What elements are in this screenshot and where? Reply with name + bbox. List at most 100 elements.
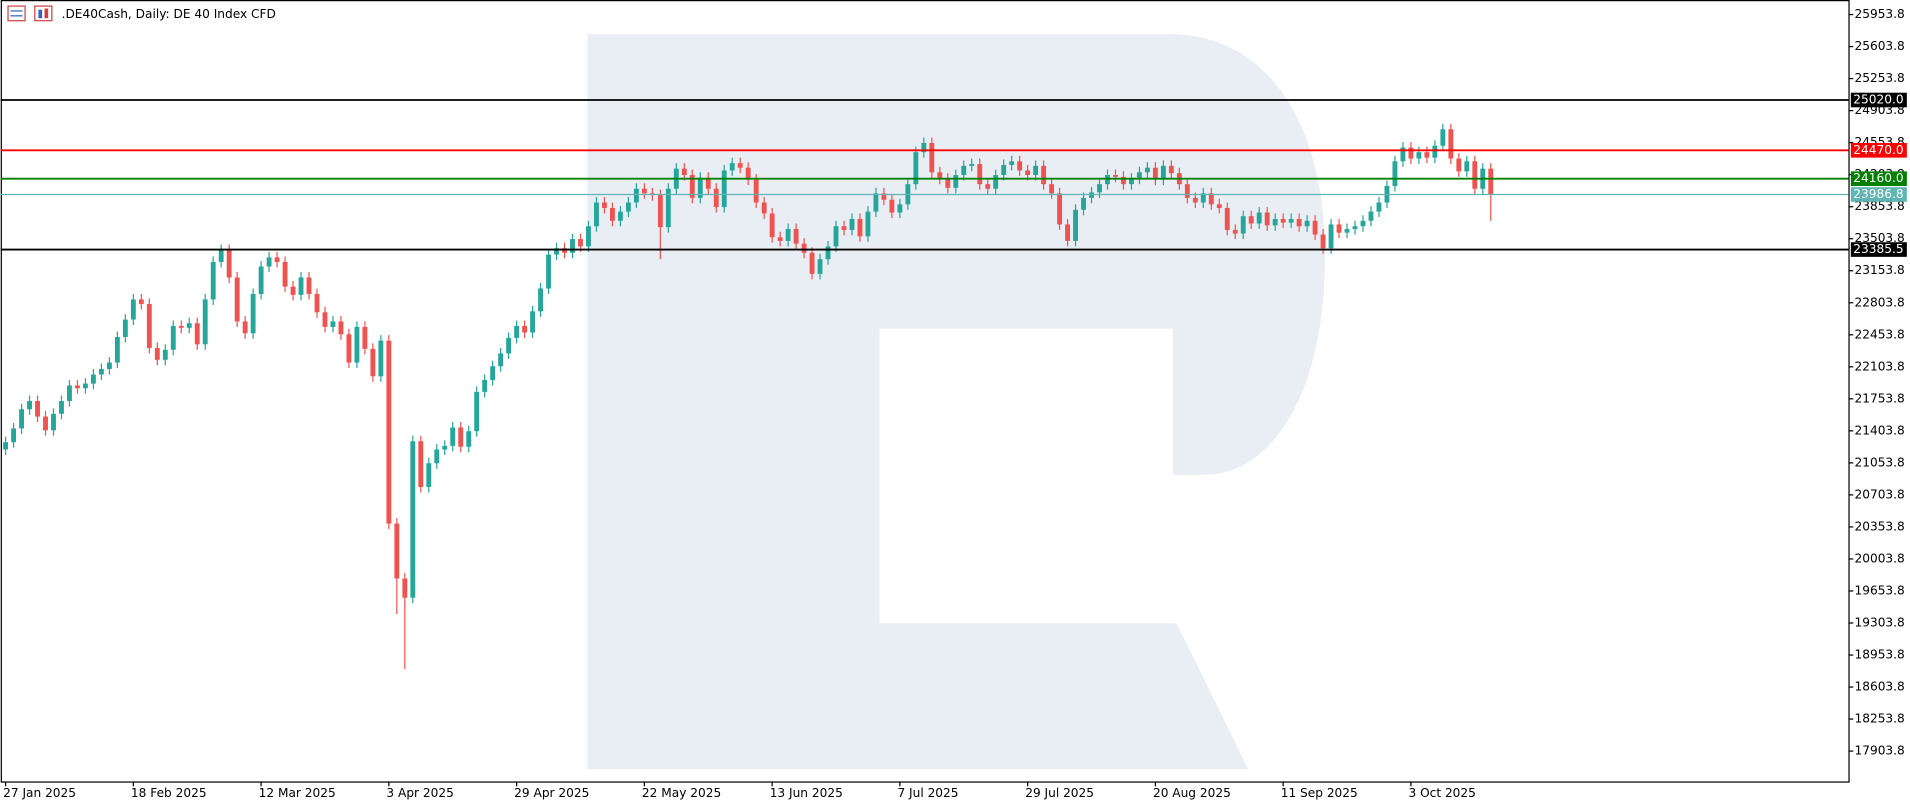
- candle-body: [681, 168, 687, 176]
- candle-body: [250, 293, 256, 334]
- candle-body: [1488, 168, 1494, 195]
- chart-title: .DE40Cash, Daily: DE 40 Index CFD: [62, 7, 276, 21]
- candle-body: [1264, 212, 1270, 226]
- candle-body: [1224, 207, 1230, 230]
- candle-body: [809, 252, 815, 274]
- candle-body: [1440, 129, 1446, 146]
- candle-body: [1248, 216, 1254, 224]
- candle-body: [35, 401, 40, 417]
- candle-body: [1089, 192, 1094, 198]
- candle-body: [322, 312, 328, 327]
- candle-body: [314, 293, 320, 313]
- candle-body: [1216, 204, 1222, 208]
- y-tick-label: 25953.8: [1855, 7, 1905, 21]
- candle-body: [1272, 218, 1278, 226]
- candle-body: [330, 321, 336, 327]
- candle-body: [394, 523, 400, 579]
- candle-body: [857, 218, 863, 237]
- y-tick-label: 21753.8: [1855, 391, 1905, 405]
- candle-body: [226, 250, 232, 278]
- candle-body: [937, 172, 943, 179]
- candle-body: [1392, 161, 1398, 187]
- y-tick-label: 22803.8: [1855, 295, 1905, 309]
- candle-body: [697, 177, 703, 198]
- candle-body: [1352, 226, 1358, 230]
- level-label: 23385.5: [1853, 242, 1903, 256]
- candle-body: [186, 323, 192, 328]
- x-tick-label: 13 Jun 2025: [770, 786, 843, 800]
- candle-body: [873, 193, 879, 212]
- candle-body: [1312, 220, 1318, 235]
- candle-body: [122, 319, 128, 337]
- candle-body: [1041, 165, 1047, 185]
- y-tick-label: 21053.8: [1855, 455, 1905, 469]
- candle-body: [665, 188, 671, 228]
- candle-body: [641, 188, 647, 194]
- candle-body: [1432, 145, 1438, 158]
- candle-body: [434, 449, 440, 464]
- level-label: 25020.0: [1853, 93, 1903, 107]
- candle-body: [633, 188, 639, 203]
- candle-body: [737, 163, 743, 168]
- candle-body: [1081, 197, 1086, 210]
- candle-body: [1304, 220, 1310, 227]
- level-label-box: [1850, 92, 1907, 108]
- level-label: 23986.8: [1853, 187, 1903, 201]
- candle-body: [1376, 202, 1382, 212]
- y-tick-label: 17903.8: [1855, 744, 1905, 758]
- candle-body: [578, 239, 583, 247]
- candle-body: [418, 441, 424, 488]
- candle-body: [338, 321, 344, 335]
- candle-body: [913, 152, 919, 185]
- level-label: 24160.0: [1853, 171, 1903, 185]
- candle-body: [1065, 224, 1071, 241]
- watermark-logo: [879, 623, 1249, 770]
- candle-body: [1256, 212, 1262, 224]
- candle-body: [657, 195, 663, 228]
- x-tick-label: 12 Mar 2025: [259, 786, 336, 800]
- candle-body: [474, 391, 480, 432]
- candle-body: [386, 340, 392, 524]
- candle-body: [3, 442, 9, 450]
- candle-body: [849, 218, 855, 230]
- candle-body: [881, 193, 887, 200]
- plot-frame: [0, 0, 1850, 783]
- candle-body: [210, 261, 216, 300]
- x-tick-label: 20 Aug 2025: [1153, 786, 1231, 800]
- candle-body: [777, 237, 783, 241]
- candle-body: [1017, 161, 1023, 171]
- candle-body: [1136, 172, 1142, 179]
- candle-body: [19, 409, 24, 429]
- x-tick-label: 29 Jul 2025: [1025, 786, 1094, 800]
- candle-body: [1328, 224, 1334, 249]
- candle-body: [554, 248, 559, 255]
- candle-body: [522, 325, 528, 333]
- icon: [44, 8, 49, 19]
- y-tick-label: 18603.8: [1855, 680, 1905, 694]
- candle-body: [370, 348, 376, 377]
- candle-body: [306, 277, 312, 294]
- y-tick-label: 23153.8: [1855, 263, 1905, 277]
- candle-body: [75, 385, 80, 389]
- y-tick-label: 18953.8: [1855, 648, 1905, 662]
- candle-body: [1113, 175, 1118, 177]
- candle-body: [202, 299, 208, 345]
- candle-body: [458, 427, 464, 447]
- candle-body: [1408, 147, 1414, 159]
- candle-body: [769, 213, 775, 238]
- candle-body: [274, 257, 280, 262]
- candle-body: [266, 257, 272, 267]
- toolbar-icons: [7, 5, 53, 22]
- candle-body: [921, 143, 927, 153]
- candle-body: [106, 362, 112, 369]
- candle-body: [1057, 193, 1063, 225]
- candle-body: [354, 326, 360, 363]
- candle-body: [953, 175, 959, 188]
- candle-body: [402, 578, 408, 598]
- candle-body: [59, 401, 64, 414]
- candle-body: [1232, 229, 1238, 234]
- candle-body: [833, 226, 839, 247]
- candle-body: [530, 311, 536, 333]
